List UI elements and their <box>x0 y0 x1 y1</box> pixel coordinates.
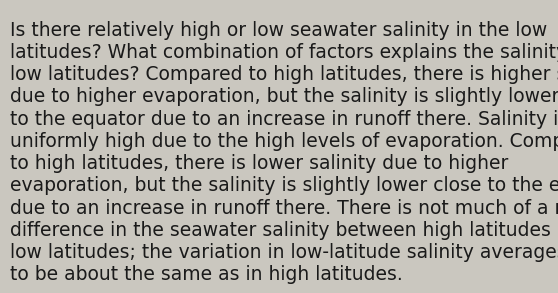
Text: evaporation, but the salinity is slightly lower close to the equator: evaporation, but the salinity is slightl… <box>10 176 558 195</box>
Text: low latitudes; the variation in low-latitude salinity averages out: low latitudes; the variation in low-lati… <box>10 243 558 262</box>
Text: low latitudes? Compared to high latitudes, there is higher salinity: low latitudes? Compared to high latitude… <box>10 65 558 84</box>
Text: due to an increase in runoff there. There is not much of a relative: due to an increase in runoff there. Ther… <box>10 199 558 218</box>
Text: Is there relatively high or low seawater salinity in the low: Is there relatively high or low seawater… <box>10 21 547 40</box>
Text: uniformly high due to the high levels of evaporation. Compared: uniformly high due to the high levels of… <box>10 132 558 151</box>
Text: due to higher evaporation, but the salinity is slightly lower close: due to higher evaporation, but the salin… <box>10 87 558 106</box>
Text: latitudes? What combination of factors explains the salinity at: latitudes? What combination of factors e… <box>10 43 558 62</box>
Text: to high latitudes, there is lower salinity due to higher: to high latitudes, there is lower salini… <box>10 154 508 173</box>
Text: to be about the same as in high latitudes.: to be about the same as in high latitude… <box>10 265 403 285</box>
Text: difference in the seawater salinity between high latitudes and: difference in the seawater salinity betw… <box>10 221 558 240</box>
Text: to the equator due to an increase in runoff there. Salinity is: to the equator due to an increase in run… <box>10 110 558 129</box>
